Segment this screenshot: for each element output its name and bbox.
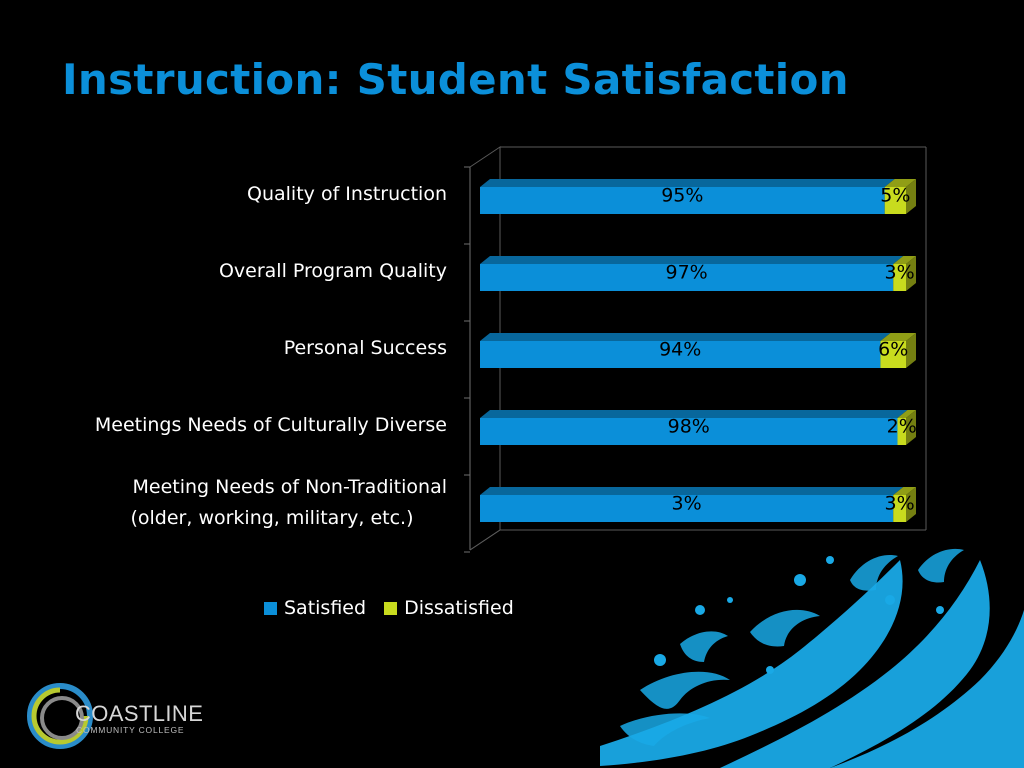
floor-edge	[469, 529, 926, 551]
category-label-4: Meeting Needs of Non-Traditional (older, …	[7, 472, 447, 534]
wave-droplet	[794, 574, 806, 586]
wave-shape	[620, 713, 710, 746]
bar-satisfied-1	[480, 256, 904, 291]
category-label-2: Personal Success	[7, 333, 447, 364]
category-label-line: Meetings Needs of Culturally Diverse	[94, 414, 447, 436]
category-label-line: (older, working, military, etc.)	[130, 506, 414, 529]
category-label-line: Overall Program Quality	[218, 260, 447, 282]
wave-shape	[720, 560, 990, 768]
data-label-dissatisfied-2: 6%	[878, 339, 908, 361]
slide-title: Instruction: Student Satisfaction	[62, 55, 849, 104]
bar-dissatisfied-0	[884, 179, 916, 214]
category-label-line: Quality of Instruction	[247, 183, 447, 205]
wave-droplet	[885, 595, 895, 605]
data-label-satisfied-4: 3%	[672, 493, 702, 515]
back-wall-edge	[500, 146, 927, 530]
bar-satisfied-2	[480, 333, 891, 368]
bar-dissatisfied-4	[893, 487, 916, 522]
wave-decoration	[600, 548, 1024, 768]
legend-item-dissatisfied: Dissatisfied	[384, 597, 514, 619]
bar-satisfied-3	[480, 410, 908, 445]
category-label-0: Quality of Instruction	[7, 179, 447, 210]
wave-shape	[640, 671, 730, 709]
wave-shape	[680, 631, 728, 662]
wave-shape	[600, 560, 903, 766]
category-label-line: Meeting Needs of Non-Traditional	[132, 475, 447, 498]
bar-dissatisfied-1	[893, 256, 916, 291]
wave-droplet	[826, 556, 834, 564]
bar-chart: 95% 5% 97% 3% 94% 6% 98% 2% 3% 3%	[464, 146, 927, 553]
data-label-satisfied-1: 97%	[665, 262, 707, 284]
data-label-dissatisfied-0: 5%	[880, 185, 910, 207]
logo-subtitle: COMMUNITY COLLEGE	[76, 725, 185, 735]
data-label-dissatisfied-1: 3%	[885, 262, 915, 284]
bar-dissatisfied-3	[897, 410, 916, 445]
legend: Satisfied Dissatisfied	[264, 596, 532, 620]
category-label-1: Overall Program Quality	[7, 256, 447, 287]
bar-satisfied-4	[480, 487, 904, 522]
wave-droplet	[695, 605, 705, 615]
wave-shape	[918, 548, 964, 583]
wave-droplet	[766, 666, 774, 674]
wave-droplet	[936, 606, 944, 614]
legend-swatch-dissatisfied	[384, 601, 398, 615]
legend-label-dissatisfied: Dissatisfied	[404, 597, 514, 619]
category-label-3: Meetings Needs of Culturally Diverse	[7, 410, 447, 441]
wave-shape	[830, 610, 1024, 768]
data-label-dissatisfied-4: 3%	[885, 493, 915, 515]
logo-swirl-icon	[27, 683, 93, 749]
data-label-satisfied-0: 95%	[661, 185, 703, 207]
data-label-satisfied-3: 98%	[668, 416, 710, 438]
category-label-line: Personal Success	[283, 337, 447, 359]
logo-name: COASTLINE	[75, 701, 204, 726]
data-label-dissatisfied-3: 2%	[887, 416, 917, 438]
wave-droplet	[654, 654, 666, 666]
wave-shape	[750, 609, 820, 647]
bar-satisfied-0	[480, 179, 895, 214]
wave-droplet	[727, 597, 733, 603]
legend-item-satisfied: Satisfied	[264, 597, 366, 619]
wave-shape	[850, 555, 898, 591]
bar-dissatisfied-2	[880, 333, 916, 368]
legend-swatch-satisfied	[264, 601, 277, 615]
coastline-logo: COASTLINE COMMUNITY COLLEGE	[26, 680, 266, 752]
legend-label-satisfied: Satisfied	[284, 597, 367, 619]
data-label-satisfied-2: 94%	[659, 339, 701, 361]
